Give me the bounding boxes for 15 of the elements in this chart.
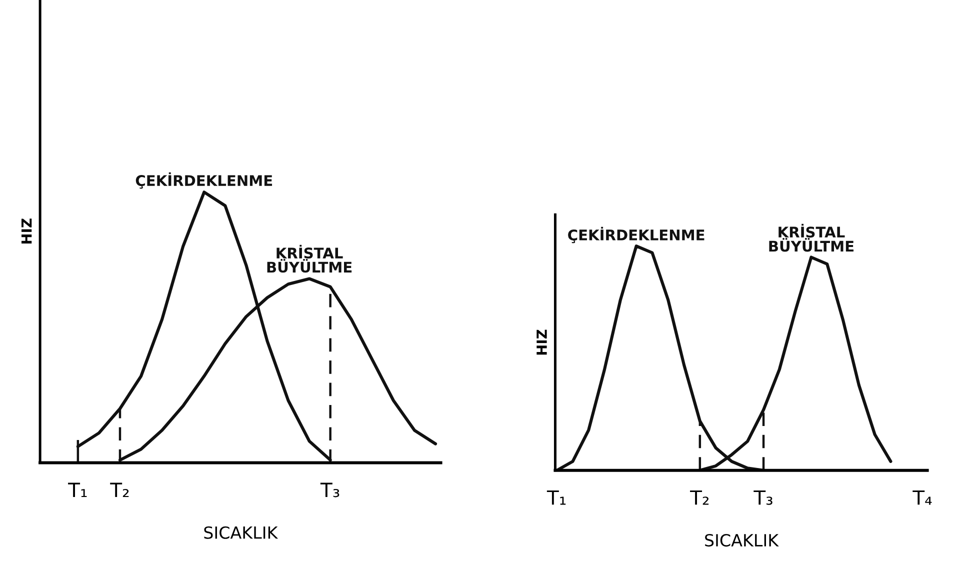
x-axis-title: SICAKLIK (705, 534, 779, 547)
y-axis-title: HIZ (536, 330, 547, 355)
y-axis-title: HIZ (22, 218, 32, 244)
x-tick-label: T₃ (754, 490, 772, 505)
x-tick-label: T₃ (320, 482, 340, 498)
series-label: KRİSTAL BÜYÜLTME (769, 224, 854, 252)
series-label: ÇEKİRDEKLENME (568, 226, 704, 244)
x-axis-title: SICAKLIK (204, 526, 278, 539)
series-label: KRİSTAL BÜYÜLTME (267, 244, 352, 273)
x-tick-label: T₁ (546, 490, 566, 505)
series-label: ÇEKİRDEKLENME (136, 172, 272, 189)
x-tick-label: T₄ (912, 490, 932, 505)
x-tick-label: T₂ (110, 482, 129, 498)
x-tick-label: T₁ (68, 482, 87, 498)
x-tick-label: T₂ (690, 490, 709, 505)
